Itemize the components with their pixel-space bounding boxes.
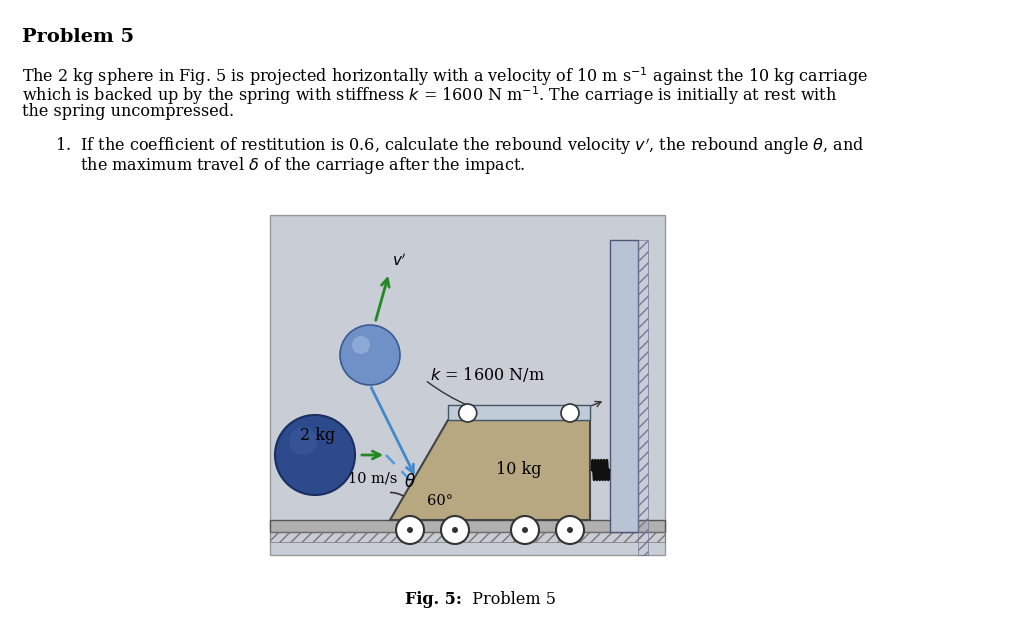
Text: $\theta$: $\theta$ — [404, 473, 416, 491]
Circle shape — [340, 325, 400, 385]
Text: 10 m/s: 10 m/s — [348, 471, 397, 485]
Bar — [270, 520, 665, 532]
Circle shape — [275, 415, 355, 495]
Bar — [638, 240, 648, 555]
Circle shape — [556, 516, 584, 544]
Circle shape — [452, 527, 458, 533]
Circle shape — [352, 336, 370, 354]
Text: the spring uncompressed.: the spring uncompressed. — [22, 103, 234, 120]
Text: the maximum travel $\delta$ of the carriage after the impact.: the maximum travel $\delta$ of the carri… — [55, 155, 525, 176]
Text: 60°: 60° — [427, 494, 453, 508]
Text: $k$ = 1600 N/m: $k$ = 1600 N/m — [430, 365, 545, 385]
Bar — [270, 215, 665, 555]
Circle shape — [459, 404, 477, 422]
Bar — [610, 240, 638, 532]
Bar — [270, 532, 665, 542]
Polygon shape — [390, 420, 590, 520]
Text: Problem 5: Problem 5 — [462, 591, 556, 609]
Circle shape — [289, 427, 317, 455]
Circle shape — [396, 516, 424, 544]
Circle shape — [522, 527, 528, 533]
Text: $v'$: $v'$ — [392, 252, 407, 269]
Text: 1.  If the coefficient of restitution is 0.6, calculate the rebound velocity $v': 1. If the coefficient of restitution is … — [55, 136, 864, 157]
Text: 2 kg: 2 kg — [300, 426, 335, 444]
Circle shape — [441, 516, 469, 544]
Circle shape — [407, 527, 413, 533]
Text: Fig. 5:: Fig. 5: — [406, 591, 462, 609]
Text: which is backed up by the spring with stiffness $k$ = 1600 N m$^{-1}$. The carri: which is backed up by the spring with st… — [22, 84, 838, 107]
Circle shape — [561, 404, 579, 422]
Text: The 2 kg sphere in Fig. 5 is projected horizontally with a velocity of 10 m s$^{: The 2 kg sphere in Fig. 5 is projected h… — [22, 65, 868, 88]
Text: Problem 5: Problem 5 — [22, 28, 134, 46]
Text: 10 kg: 10 kg — [496, 462, 542, 478]
Bar — [447, 405, 590, 420]
Circle shape — [567, 527, 573, 533]
Circle shape — [511, 516, 539, 544]
